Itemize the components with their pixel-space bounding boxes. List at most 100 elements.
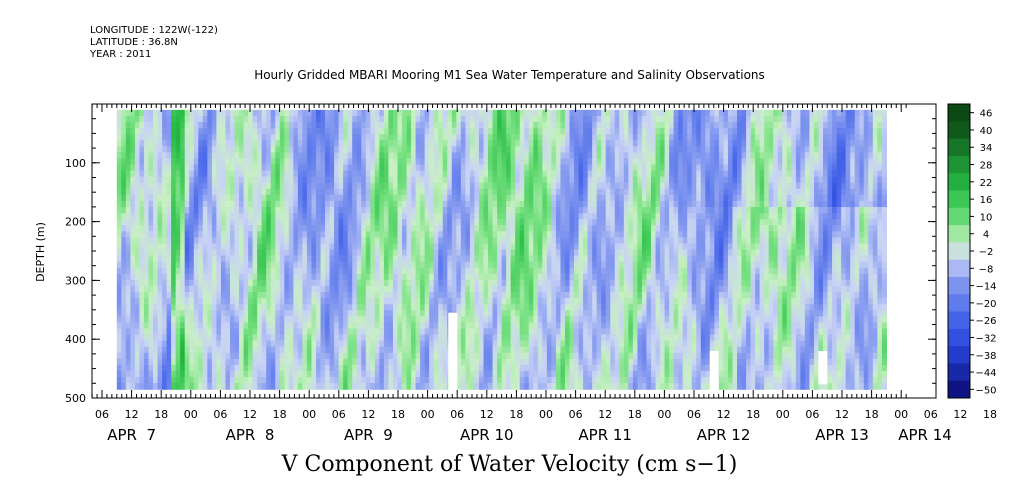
heat-cell [415,279,421,287]
heat-cell [275,122,281,129]
heat-cell [270,237,276,245]
heat-cell [356,152,362,160]
heat-cell [632,207,639,214]
heat-cell [687,219,693,226]
heat-cell [755,249,761,257]
heat-cell [424,170,430,178]
heat-cell [139,134,145,141]
heat-cell [130,194,136,202]
heat-cell [306,170,313,178]
heat-cell [605,194,611,202]
heat-cell [198,115,204,123]
heat-cell [202,109,208,117]
heat-cell [338,207,344,214]
heat-cell [841,128,847,135]
heat-cell [148,207,154,214]
heat-cell [519,237,525,245]
heat-cell [202,200,208,208]
heat-cell [705,182,711,190]
heat-cell [741,194,747,202]
heat-cell [881,255,887,263]
heat-cell [605,164,611,172]
heat-cell [854,279,860,287]
heat-cell [877,231,883,238]
heat-cell [863,261,869,269]
heat-cell [854,249,860,257]
heat-cell [383,243,390,251]
heat-cell [392,109,399,117]
heat-cell [447,213,453,220]
heat-cell [537,134,543,141]
heat-cell [777,122,783,129]
heat-cell [288,134,294,141]
heat-cell [411,213,417,220]
heat-cell [687,273,693,281]
heat-cell [143,115,150,123]
heat-cell [506,273,512,281]
heat-cell [456,273,462,281]
heat-cell [564,213,571,220]
heat-cell [433,194,439,202]
heat-cell [198,152,204,160]
heat-cell [841,122,847,129]
heat-cell [564,219,571,226]
heat-cell [130,109,136,117]
heat-cell [361,194,367,202]
heat-cell [823,249,829,257]
heat-cell [700,158,706,166]
heat-cell [528,237,534,245]
heat-cell [288,158,294,166]
heat-cell [623,152,629,160]
heat-cell [157,176,163,184]
heat-cell [515,249,521,257]
heat-cell [202,249,208,257]
heat-cell [148,279,154,287]
heat-cell [709,158,715,166]
heat-cell [451,194,457,202]
heat-cell [632,115,639,123]
heat-cell [863,255,869,263]
heat-cell [180,243,186,251]
heat-cell [116,152,122,160]
heat-cell [406,213,412,220]
heat-cell [560,128,566,135]
heat-cell [338,134,344,141]
heat-cell [184,188,190,196]
heat-cell [601,200,607,208]
heat-cell [854,109,860,117]
heat-cell [872,170,878,178]
heat-cell [560,152,566,160]
heat-cell [311,158,317,166]
heat-cell [755,231,761,238]
heat-cell [134,219,141,226]
heat-cell [859,219,865,226]
heat-cell [804,122,811,129]
heat-cell [261,231,267,238]
heat-cell [714,152,720,160]
heat-cell [139,231,145,238]
heat-cell [768,176,774,184]
heat-cell [510,188,516,196]
heat-cell [320,164,326,172]
heat-cell [334,182,340,190]
heat-cell [727,237,734,245]
heat-cell [239,267,245,275]
heat-cell [315,164,322,172]
heat-cell [524,164,530,172]
heat-cell [832,273,838,281]
heat-cell [528,279,534,287]
heat-cell [148,243,154,251]
heat-cell [456,158,462,166]
heat-cell [370,243,376,251]
heat-cell [501,152,507,160]
heat-cell [397,158,403,166]
heat-cell [546,279,552,287]
heat-cell [252,188,258,196]
heat-cell [180,146,186,153]
heat-cell [279,261,285,269]
heat-cell [497,255,503,263]
heat-cell [587,128,593,135]
heat-cell [293,109,299,117]
heat-cell [804,255,811,263]
heat-cell [211,176,217,184]
